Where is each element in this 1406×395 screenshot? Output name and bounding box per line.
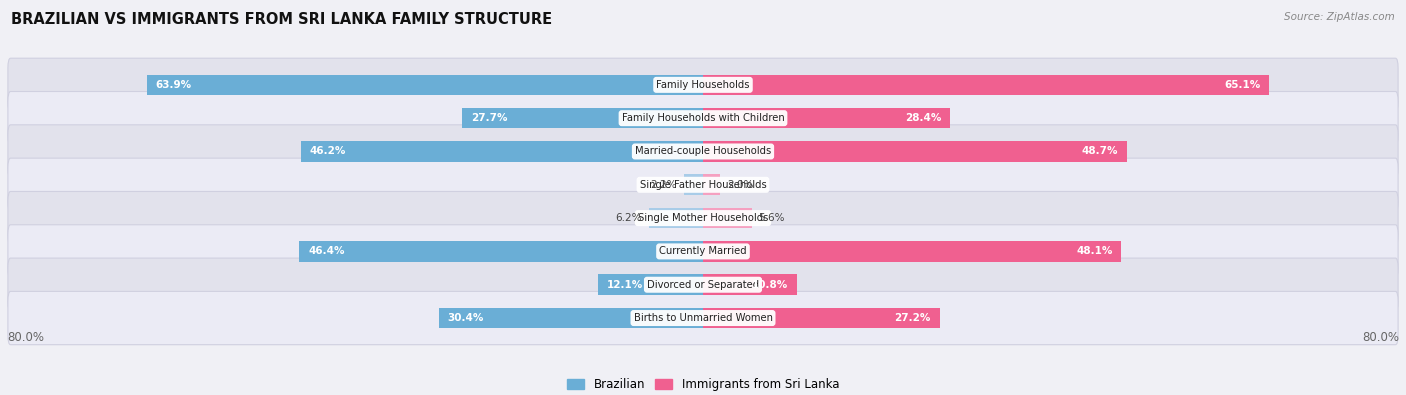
Bar xyxy=(703,75,1270,95)
Bar xyxy=(703,141,1126,162)
Text: 12.1%: 12.1% xyxy=(606,280,643,290)
Text: Divorced or Separated: Divorced or Separated xyxy=(647,280,759,290)
Text: Family Households: Family Households xyxy=(657,80,749,90)
Bar xyxy=(148,75,703,95)
Text: Single Mother Households: Single Mother Households xyxy=(638,213,768,223)
FancyBboxPatch shape xyxy=(8,125,1398,178)
Text: 46.4%: 46.4% xyxy=(308,246,344,256)
Text: Married-couple Households: Married-couple Households xyxy=(636,147,770,156)
Text: Currently Married: Currently Married xyxy=(659,246,747,256)
Bar xyxy=(650,208,703,228)
Legend: Brazilian, Immigrants from Sri Lanka: Brazilian, Immigrants from Sri Lanka xyxy=(562,374,844,395)
Bar xyxy=(683,175,703,195)
Bar xyxy=(703,108,950,128)
Text: 30.4%: 30.4% xyxy=(447,313,484,323)
Bar xyxy=(703,241,1122,262)
Text: 5.6%: 5.6% xyxy=(759,213,785,223)
FancyBboxPatch shape xyxy=(8,58,1398,111)
FancyBboxPatch shape xyxy=(8,92,1398,145)
Text: BRAZILIAN VS IMMIGRANTS FROM SRI LANKA FAMILY STRUCTURE: BRAZILIAN VS IMMIGRANTS FROM SRI LANKA F… xyxy=(11,12,553,27)
Text: 63.9%: 63.9% xyxy=(156,80,191,90)
Text: 65.1%: 65.1% xyxy=(1225,80,1261,90)
FancyBboxPatch shape xyxy=(8,192,1398,245)
Text: 2.0%: 2.0% xyxy=(727,180,754,190)
Text: Source: ZipAtlas.com: Source: ZipAtlas.com xyxy=(1284,12,1395,22)
Bar xyxy=(703,275,797,295)
Text: 48.7%: 48.7% xyxy=(1081,147,1118,156)
Text: 27.7%: 27.7% xyxy=(471,113,508,123)
FancyBboxPatch shape xyxy=(8,158,1398,211)
Text: 6.2%: 6.2% xyxy=(616,213,643,223)
Bar xyxy=(463,108,703,128)
Text: 10.8%: 10.8% xyxy=(752,280,789,290)
FancyBboxPatch shape xyxy=(8,258,1398,311)
Text: 48.1%: 48.1% xyxy=(1077,246,1112,256)
Bar xyxy=(703,208,752,228)
Text: 46.2%: 46.2% xyxy=(309,147,346,156)
FancyBboxPatch shape xyxy=(8,225,1398,278)
Text: 80.0%: 80.0% xyxy=(7,331,44,344)
Text: Single Father Households: Single Father Households xyxy=(640,180,766,190)
Bar xyxy=(301,141,703,162)
Bar xyxy=(598,275,703,295)
Text: Family Households with Children: Family Households with Children xyxy=(621,113,785,123)
Text: 80.0%: 80.0% xyxy=(1362,331,1399,344)
Text: 27.2%: 27.2% xyxy=(894,313,931,323)
Text: 2.2%: 2.2% xyxy=(651,180,676,190)
Bar xyxy=(439,308,703,328)
FancyBboxPatch shape xyxy=(8,292,1398,345)
Bar xyxy=(299,241,703,262)
Bar xyxy=(703,308,939,328)
Text: Births to Unmarried Women: Births to Unmarried Women xyxy=(634,313,772,323)
Text: 28.4%: 28.4% xyxy=(905,113,942,123)
Bar xyxy=(703,175,720,195)
